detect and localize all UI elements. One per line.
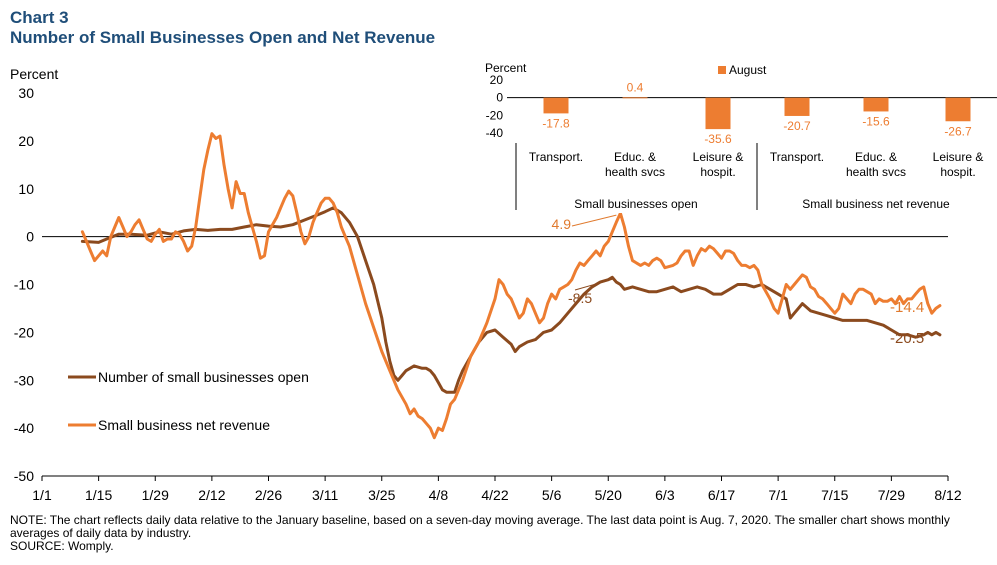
x-tick-label: 2/26 <box>255 487 282 503</box>
inset-category-label: hospit. <box>940 165 975 179</box>
x-tick-label: 3/25 <box>368 487 395 503</box>
y-tick-label: 0 <box>26 229 34 245</box>
y-tick-label: -30 <box>14 372 34 388</box>
series-line-revenue <box>80 132 942 440</box>
x-tick-label: 6/3 <box>655 487 675 503</box>
annotation-leader <box>574 278 613 291</box>
inset-bar <box>543 97 569 114</box>
inset-category-label: health svcs <box>605 165 665 179</box>
title-block: Chart 3 Number of Small Businesses Open … <box>10 8 435 48</box>
inset-category-label: health svcs <box>846 165 906 179</box>
annotation-peak-open: -8.5 <box>568 290 592 306</box>
source-note: SOURCE: Womply. <box>10 539 114 553</box>
legend-label: Small business net revenue <box>98 417 270 433</box>
annotation-end-open: -20.5 <box>890 330 924 347</box>
x-tick-label: 7/1 <box>768 487 788 503</box>
inset-category-label: Leisure & <box>693 150 744 164</box>
footnote: NOTE: The chart reflects daily data rela… <box>10 513 950 540</box>
y-tick-label: -10 <box>14 277 34 293</box>
inset-y-tick-label: 20 <box>490 73 504 87</box>
x-tick-label: 3/11 <box>312 487 338 503</box>
chart-title: Number of Small Businesses Open and Net … <box>10 28 436 47</box>
y-tick-label: 20 <box>18 133 34 149</box>
inset-data-label: -20.7 <box>783 119 811 133</box>
inset-bar <box>945 97 971 122</box>
x-tick-label: 5/20 <box>595 487 622 503</box>
inset-data-label: 0.4 <box>627 80 644 94</box>
annotation-end-revenue: -14.4 <box>890 299 924 316</box>
x-tick-label: 1/29 <box>142 487 169 503</box>
x-tick-label: 1/1 <box>32 487 52 503</box>
y-tick-label: -50 <box>14 468 34 484</box>
inset-category-label: Transport. <box>529 150 583 164</box>
x-tick-label: 4/22 <box>481 487 508 503</box>
inset-category-label: Educ. & <box>855 150 897 164</box>
inset-data-label: -17.8 <box>542 116 570 130</box>
inset-bar <box>705 97 731 130</box>
inset-y-axis-title: Percent <box>485 61 527 75</box>
inset-y-tick-label: -20 <box>486 108 504 122</box>
inset-y-tick-label: -40 <box>486 126 504 140</box>
annotation-leader <box>571 214 617 227</box>
inset-legend-label: August <box>729 63 767 77</box>
footer: NOTE: The chart reflects daily data rela… <box>10 514 990 553</box>
y-axis-title: Percent <box>10 66 58 82</box>
x-tick-label: 1/15 <box>85 487 112 503</box>
y-tick-label: 10 <box>18 181 34 197</box>
series-line-open <box>80 206 942 394</box>
inset-bar <box>784 97 810 116</box>
annotation-peak-revenue: 4.9 <box>552 216 572 232</box>
inset-y-tick-label: 0 <box>496 91 503 105</box>
inset-bar <box>863 97 889 112</box>
inset-group-label: Small business net revenue <box>802 197 950 211</box>
y-tick-label: 30 <box>18 85 34 101</box>
inset-category-label: Transport. <box>770 150 824 164</box>
x-tick-label: 7/29 <box>878 487 905 503</box>
legend-label: Number of small businesses open <box>98 369 309 385</box>
inset-category-label: hospit. <box>700 165 735 179</box>
x-tick-label: 2/12 <box>198 487 225 503</box>
x-tick-label: 5/6 <box>542 487 562 503</box>
x-tick-label: 7/15 <box>821 487 848 503</box>
inset-data-label: -26.7 <box>944 124 972 138</box>
inset-background <box>470 58 997 213</box>
inset-legend-swatch <box>718 66 726 74</box>
inset-category-label: Leisure & <box>933 150 984 164</box>
y-tick-label: -40 <box>14 420 34 436</box>
inset-category-label: Educ. & <box>614 150 656 164</box>
x-tick-label: 8/12 <box>934 487 961 503</box>
chart-number: Chart 3 <box>10 8 69 27</box>
y-tick-label: -20 <box>14 324 34 340</box>
inset-group-label: Small businesses open <box>574 197 697 211</box>
inset-data-label: -15.6 <box>862 114 890 128</box>
x-tick-label: 4/8 <box>429 487 449 503</box>
inset-data-label: -35.6 <box>704 132 732 146</box>
inset-bar <box>622 97 648 99</box>
x-tick-label: 6/17 <box>708 487 735 503</box>
